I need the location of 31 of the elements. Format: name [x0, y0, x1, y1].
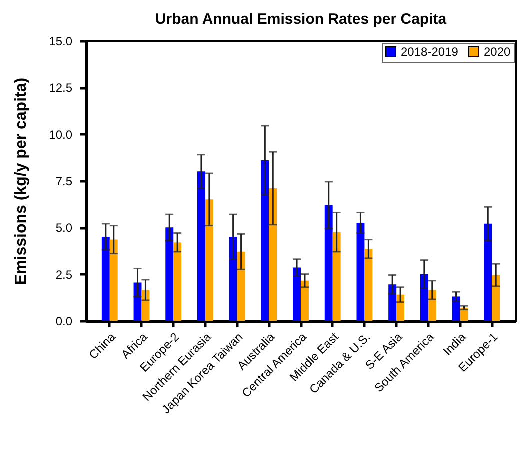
y-axis-title: Emissions (kg/y per capita): [13, 78, 30, 286]
y-tick-label: 12.5: [49, 81, 73, 96]
chart-title: Urban Annual Emission Rates per Capita: [155, 11, 448, 28]
bar: [492, 275, 500, 321]
bar: [205, 200, 214, 321]
bar: [261, 160, 270, 321]
bar: [197, 172, 206, 321]
bar: [102, 237, 110, 321]
bar: [396, 294, 405, 321]
bar: [293, 268, 301, 321]
y-tick-label: 10.0: [49, 128, 73, 142]
y-tick-label: 2.5: [56, 268, 73, 282]
bar: [484, 224, 492, 321]
y-tick-label: 15.0: [49, 34, 73, 48]
bar: [388, 284, 397, 321]
bar: [269, 188, 278, 321]
bar: [166, 228, 174, 321]
bar: [174, 242, 182, 321]
bar: [237, 252, 246, 321]
bar: [324, 205, 333, 321]
legend-label: 2018-2019: [401, 45, 459, 59]
y-tick-label: 5.0: [56, 221, 73, 236]
bar: [364, 249, 373, 321]
y-tick-label: 7.5: [56, 174, 73, 188]
legend-label: 2020: [484, 45, 512, 59]
bar: [229, 237, 238, 321]
y-tick-label: 0.0: [56, 314, 73, 328]
bar: [356, 223, 365, 321]
bar: [110, 240, 118, 321]
bar: [301, 280, 309, 321]
bar: [332, 232, 341, 321]
